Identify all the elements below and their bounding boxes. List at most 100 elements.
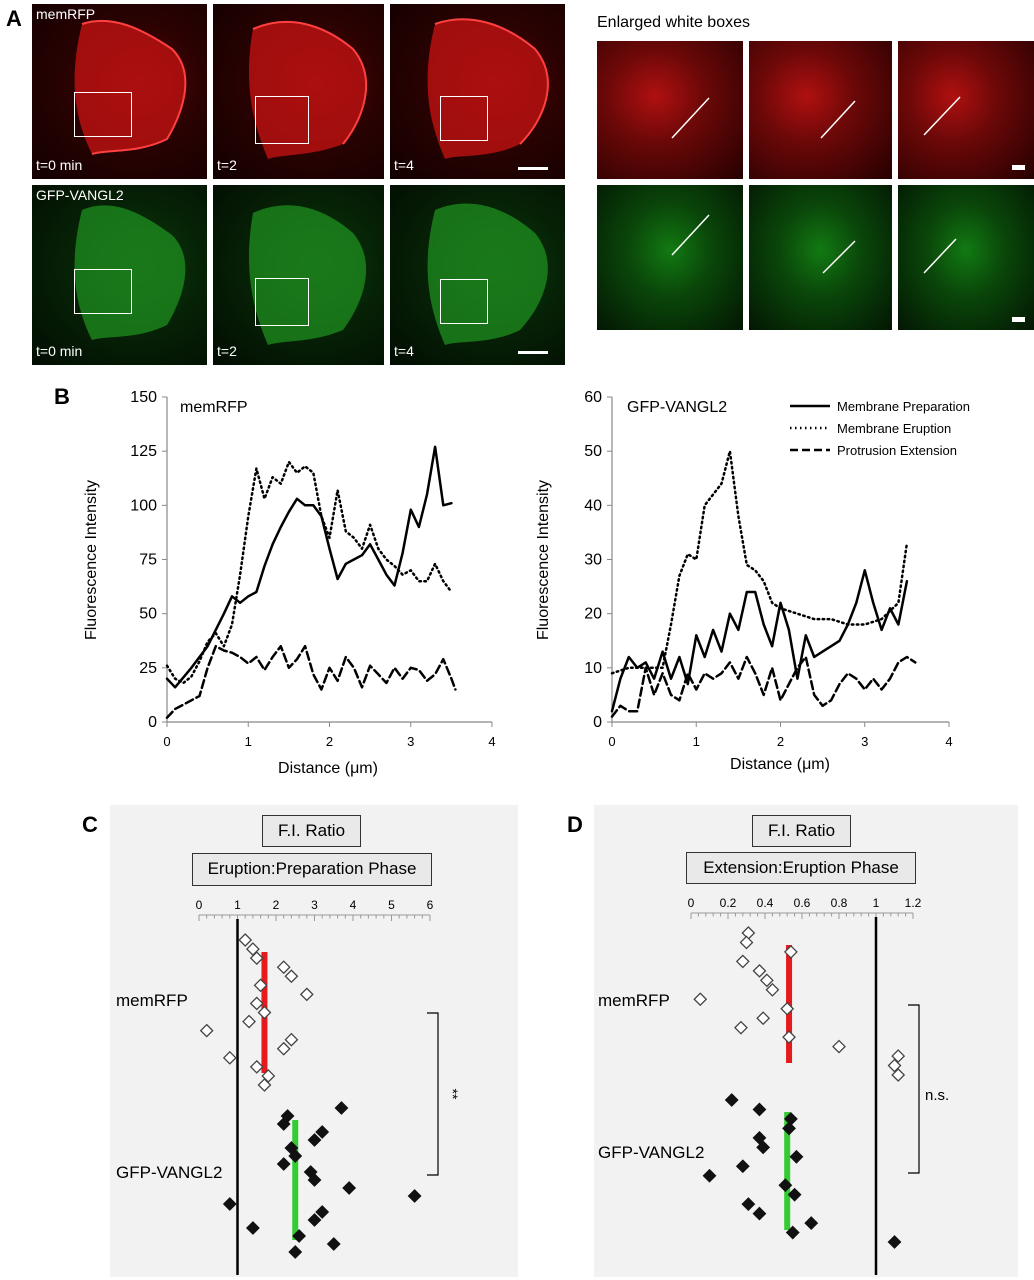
data-point (276, 1157, 291, 1171)
data-point (284, 969, 299, 984)
legend: Membrane Preparation Membrane Eruption P… (790, 399, 970, 458)
x-axis-label: Distance (μm) (730, 756, 830, 773)
y-tick-label: 60 (584, 389, 602, 406)
data-point (741, 926, 756, 940)
scale-bar (1012, 317, 1025, 322)
data-point (307, 1133, 322, 1147)
memrfp-tile-t4: t=4 (390, 4, 565, 179)
data-point (782, 1121, 796, 1136)
series-line-dashed (610, 655, 917, 718)
data-point (756, 1140, 771, 1155)
data-point (199, 1023, 214, 1038)
x-tick-label: 6 (427, 898, 434, 912)
data-point (334, 1101, 349, 1115)
scale-bar (518, 167, 548, 170)
series-line-dotted (610, 449, 909, 675)
memrfp-line-chart: memRFP Fluorescence Intensity Distance (… (83, 389, 496, 777)
data-point (257, 1078, 272, 1092)
x-tick-label: 0 (163, 734, 170, 749)
data-point (249, 996, 264, 1011)
x-tick-label: 4 (350, 898, 357, 912)
axes: 0 25 50 75 100 125 150 0 1 2 3 4 (130, 389, 495, 749)
data-point (765, 982, 780, 997)
y-tick-label: 10 (584, 660, 602, 677)
data-point (326, 1237, 341, 1251)
memrfp-tile-t2: t=2 (213, 4, 384, 179)
scale-bar (518, 351, 548, 354)
data-point (735, 954, 750, 969)
series-group (165, 445, 457, 719)
x-tick-label: 0.8 (831, 896, 848, 910)
data-point (292, 1229, 307, 1243)
data-point (249, 1059, 264, 1074)
enlarged-green-3 (898, 185, 1034, 330)
enlarged-red-3 (898, 41, 1034, 179)
white-box (440, 279, 488, 324)
x-tick-label: 0 (196, 898, 203, 912)
data-point (299, 987, 314, 1002)
x-tick-label: 0 (688, 896, 695, 910)
y-tick-label: 50 (139, 606, 157, 623)
data-point (739, 935, 754, 950)
data-point (887, 1235, 902, 1249)
y-tick-label: 150 (130, 389, 157, 406)
vangl2-tile-t4: t=4 (390, 185, 565, 365)
data-point (778, 1178, 793, 1193)
y-tick-label: 30 (584, 552, 602, 569)
phase-box-d: Extension:Eruption Phase (686, 852, 916, 884)
vangl2-line-chart: GFP-VANGL2 Fluorescence Intensity Distan… (535, 389, 970, 773)
x-tick-label: 5 (388, 898, 395, 912)
significance-bracket (908, 1004, 920, 1174)
y-axis-label: Fluorescence Intensity (83, 480, 100, 640)
fi-ratio-box-c: F.I. Ratio (262, 815, 361, 847)
row1-label: memRFP (36, 6, 96, 22)
scale-bar (1012, 165, 1025, 170)
chart-title: memRFP (180, 399, 248, 416)
y-tick-label: 50 (584, 443, 602, 460)
data-point (804, 1216, 819, 1230)
data-point (891, 1049, 906, 1063)
y-tick-label: 20 (584, 606, 602, 623)
x-tick-label: 2 (273, 898, 280, 912)
data-point (785, 1225, 800, 1240)
data-point (307, 1173, 322, 1187)
y-tick-label: 0 (593, 714, 602, 731)
data-point (734, 1020, 748, 1035)
y-tick-label: 75 (139, 552, 157, 569)
data-point (284, 1032, 299, 1047)
data-point (245, 1221, 260, 1235)
group-label-memrfp-d: memRFP (598, 991, 670, 1010)
data-point (759, 973, 774, 988)
data-point (276, 1041, 291, 1056)
data-point (782, 1030, 796, 1045)
x-tick-label: 1 (873, 896, 880, 910)
data-point (407, 1189, 422, 1203)
series-line-solid (165, 445, 453, 689)
enlarged-red-2 (749, 41, 892, 179)
x-tick-label: 1 (245, 734, 252, 749)
x-axis-label: Distance (μm) (278, 760, 378, 777)
data-point (891, 1068, 906, 1082)
legend-entry-preparation: Membrane Preparation (837, 399, 970, 414)
data-point (342, 1181, 357, 1195)
panel-d-letter: D (567, 812, 583, 837)
x-tick-label: 0 (608, 734, 615, 749)
group-label-vangl2-c: GFP-VANGL2 (116, 1163, 223, 1182)
data-point (276, 960, 291, 975)
x-tick-label: 4 (945, 734, 952, 749)
data-point (741, 1197, 756, 1212)
x-tick-label: 0.2 (720, 896, 737, 910)
row2-label: GFP-VANGL2 (36, 187, 124, 203)
data-point (887, 1058, 902, 1073)
significance-bracket (427, 1012, 439, 1176)
y-axis-label: Fluorescence Intensity (535, 480, 552, 640)
white-box (255, 278, 309, 326)
data-point (238, 933, 253, 947)
series-group (610, 449, 917, 718)
data-point (276, 1117, 291, 1131)
memrfp-tile-t0: memRFP t=0 min (32, 4, 207, 179)
data-point (787, 1187, 802, 1202)
white-box (440, 96, 488, 141)
